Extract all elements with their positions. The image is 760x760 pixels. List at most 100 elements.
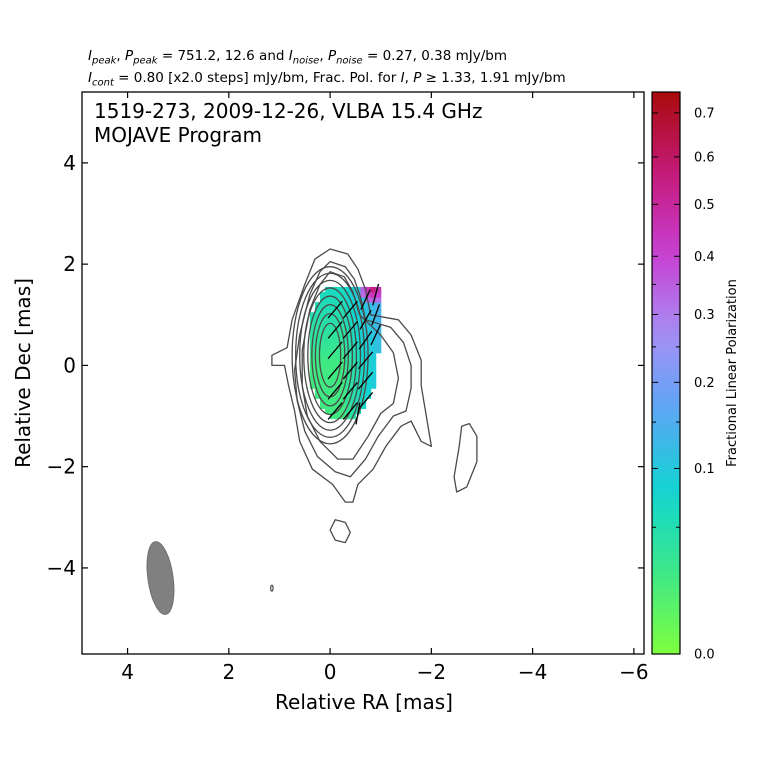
pol-pixel [325, 367, 331, 374]
pol-pixel [345, 327, 351, 334]
pol-pixel [340, 307, 346, 313]
evpa-tick [327, 321, 343, 339]
pol-pixel [350, 398, 357, 404]
pol-pixel [340, 398, 346, 404]
pol-pixel [360, 367, 367, 374]
x-axis-label: Relative RA [mas] [275, 690, 453, 714]
pol-pixel [319, 332, 326, 339]
pol-pixel [309, 347, 316, 354]
pol-pixel [340, 378, 346, 384]
evpa-tick [327, 300, 343, 319]
pol-pixel [340, 302, 346, 308]
chart-title: 1519-273, 2009-12-26, VLBA 15.4 GHz [94, 99, 482, 123]
p-symbol: P [413, 70, 422, 86]
pol-pixel [319, 373, 326, 379]
pol-pixel [365, 297, 372, 303]
pol-pixel [365, 286, 372, 293]
pol-pixel [345, 297, 351, 303]
pol-pixel [375, 312, 382, 318]
colorbar-tick-label: 0.4 [694, 250, 715, 265]
pol-pixel [319, 393, 326, 399]
pol-pixel [309, 357, 316, 364]
i-noise-subscript: noise [292, 55, 320, 67]
pol-pixel [325, 337, 331, 344]
pol-pixel [325, 286, 331, 293]
pol-pixel [314, 337, 321, 344]
pol-pixel [319, 378, 326, 384]
pol-pixel [375, 322, 382, 329]
pol-pixel [370, 378, 377, 384]
pol-pixel [335, 383, 341, 389]
x-tick-label: 2 [222, 660, 235, 684]
contour-outer [301, 271, 400, 460]
colorbar-tick-label: 0.5 [694, 198, 715, 213]
pol-pixel [370, 352, 377, 359]
pol-pixel [330, 347, 336, 354]
pol-pixel [325, 378, 331, 384]
pol-pixel [365, 393, 372, 399]
pol-pixel [335, 302, 341, 308]
pol-pixel [365, 378, 372, 384]
pol-pixel [355, 393, 362, 399]
evpa-tick [342, 381, 358, 400]
chart-subtitle: MOJAVE Program [94, 123, 262, 147]
pol-pixel [355, 347, 362, 354]
pol-pixel [355, 332, 362, 339]
pol-pixel [330, 286, 336, 293]
y-axis-ticks: 4 2 0 −2 −4 [47, 151, 644, 580]
y-tick-label: −4 [47, 556, 76, 580]
pol-pixel [375, 302, 382, 308]
evpa-tick [342, 402, 358, 420]
pol-pixel [355, 312, 362, 318]
pol-pixel [314, 347, 321, 354]
i-peak-subscript: peak [91, 55, 117, 67]
contour-level [311, 303, 349, 407]
pol-pixel [350, 388, 357, 394]
evpa-tick [327, 402, 343, 420]
pol-pixel [350, 362, 357, 369]
p-peak-subscript: peak [133, 55, 158, 67]
pol-pixel [365, 383, 372, 389]
evpa-tick [372, 283, 380, 306]
pol-pixel [330, 327, 336, 334]
evpa-tick [342, 361, 358, 380]
pol-pixel [375, 337, 382, 344]
colorbar-tick-label: 0.1 [694, 462, 715, 477]
pol-pixel [370, 357, 377, 364]
contour-outer [293, 260, 412, 478]
threshold-values: ≥ 1.33, 1.91 mJy/bm [421, 70, 566, 86]
pol-pixel [314, 317, 321, 323]
pol-pixel [350, 307, 357, 313]
pol-pixel [360, 357, 367, 364]
colorbar-tick-label: 0.7 [694, 106, 715, 121]
pol-pixel [309, 322, 316, 329]
pol-pixel [340, 403, 346, 410]
pol-pixel [325, 352, 331, 359]
evpa-tick [357, 351, 374, 370]
pol-pixel [370, 286, 377, 293]
evpa-tick [358, 330, 373, 350]
pol-pixel [325, 291, 331, 298]
i-cont-subscript: cont [91, 77, 114, 89]
pol-pixel [314, 393, 321, 399]
noise-values: = 0.27, 0.38 mJy/bm [362, 48, 507, 64]
pol-pixel [340, 342, 346, 349]
pol-pixel [309, 378, 316, 384]
pol-pixel [350, 403, 357, 410]
pol-pixel [319, 352, 326, 359]
pol-pixel [319, 307, 326, 313]
evpa-tick [342, 341, 358, 360]
pol-pixel [314, 378, 321, 384]
plot-area [146, 248, 478, 615]
pol-pixel [360, 286, 367, 293]
pol-pixel [325, 342, 331, 349]
pol-pixel [370, 327, 377, 334]
pol-pixel [350, 367, 357, 374]
pol-pixel [375, 297, 382, 303]
p-peak-symbol: P [125, 48, 134, 64]
pol-pixel [314, 352, 321, 359]
pol-pixel [314, 383, 321, 389]
pol-pixel [355, 362, 362, 369]
evpa-tick [360, 289, 371, 310]
pol-pixel [355, 403, 362, 410]
